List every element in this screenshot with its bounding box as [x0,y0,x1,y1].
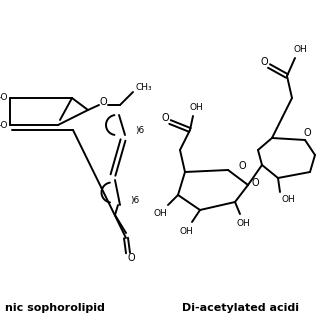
Text: )6: )6 [135,125,144,134]
Text: O: O [99,97,107,107]
Text: CH₃: CH₃ [136,83,153,92]
Text: O: O [251,178,259,188]
Text: -O: -O [0,121,8,130]
Text: O: O [238,161,246,171]
Text: OH: OH [189,103,203,113]
Text: OH: OH [179,228,193,236]
Text: OH: OH [282,196,296,204]
Text: Di-acetylated acidi: Di-acetylated acidi [181,303,299,313]
Text: O: O [161,113,169,123]
Text: OH: OH [153,209,167,218]
Text: OH: OH [293,45,307,54]
Text: O: O [127,253,135,263]
Text: OH: OH [236,220,250,228]
Text: -O: -O [0,93,8,102]
Text: O: O [303,128,311,138]
Text: nic sophorolipid: nic sophorolipid [5,303,105,313]
Text: )6: )6 [130,196,139,204]
Text: O: O [260,57,268,67]
